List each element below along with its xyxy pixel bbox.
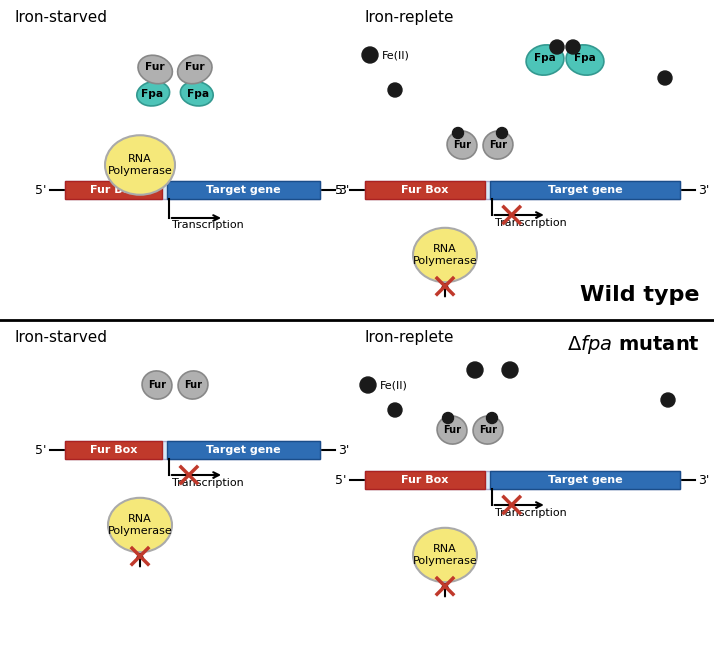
Circle shape (502, 362, 518, 378)
Text: Fur Box: Fur Box (90, 445, 137, 455)
Ellipse shape (108, 498, 172, 552)
Text: RNA
Polymerase: RNA Polymerase (108, 154, 172, 176)
Circle shape (486, 413, 498, 424)
Circle shape (360, 377, 376, 393)
Text: Fe(II): Fe(II) (380, 380, 408, 390)
Text: RNA
Polymerase: RNA Polymerase (108, 514, 172, 536)
Text: Fpa: Fpa (574, 53, 596, 63)
Circle shape (362, 47, 378, 63)
Circle shape (661, 393, 675, 407)
Text: Target gene: Target gene (548, 185, 622, 195)
Ellipse shape (437, 416, 467, 444)
Text: RNA
Polymerase: RNA Polymerase (413, 244, 478, 266)
Text: Fur: Fur (184, 380, 202, 390)
Text: Fur: Fur (148, 380, 166, 390)
Ellipse shape (178, 371, 208, 399)
FancyBboxPatch shape (65, 181, 162, 199)
Text: Iron-replete: Iron-replete (365, 330, 455, 345)
Text: Fpa: Fpa (141, 89, 164, 98)
FancyBboxPatch shape (365, 471, 485, 489)
FancyBboxPatch shape (490, 181, 680, 199)
Text: Fur Box: Fur Box (401, 185, 448, 195)
Circle shape (443, 413, 453, 424)
Circle shape (566, 40, 580, 54)
Circle shape (658, 71, 672, 85)
Text: Iron-replete: Iron-replete (365, 10, 455, 25)
Text: Target gene: Target gene (548, 475, 622, 485)
Ellipse shape (566, 45, 604, 75)
FancyBboxPatch shape (167, 181, 320, 199)
Text: RNA
Polymerase: RNA Polymerase (413, 544, 478, 565)
Ellipse shape (483, 131, 513, 159)
Text: 3': 3' (698, 474, 710, 487)
Ellipse shape (413, 228, 477, 282)
Ellipse shape (526, 45, 564, 75)
Text: Fpa: Fpa (187, 89, 209, 98)
FancyBboxPatch shape (365, 181, 680, 199)
Text: Fur: Fur (146, 62, 165, 73)
Ellipse shape (178, 55, 212, 84)
Text: 5': 5' (36, 184, 47, 197)
Circle shape (496, 127, 508, 138)
Text: Target gene: Target gene (206, 185, 281, 195)
FancyBboxPatch shape (65, 181, 320, 199)
Text: Transcription: Transcription (172, 478, 243, 488)
Ellipse shape (142, 371, 172, 399)
Circle shape (453, 127, 463, 138)
Text: Fur: Fur (479, 425, 497, 435)
Text: Fur: Fur (453, 140, 471, 150)
Text: Transcription: Transcription (495, 508, 566, 518)
Ellipse shape (413, 528, 477, 583)
Circle shape (467, 362, 483, 378)
Text: $\Delta$$\it{fpa}$ mutant: $\Delta$$\it{fpa}$ mutant (567, 333, 700, 356)
Text: Transcription: Transcription (172, 220, 243, 230)
Text: 5': 5' (336, 184, 347, 197)
Text: Fur: Fur (489, 140, 507, 150)
Text: Fe(II): Fe(II) (382, 50, 410, 60)
Ellipse shape (473, 416, 503, 444)
FancyBboxPatch shape (65, 441, 162, 459)
Text: 5': 5' (336, 474, 347, 487)
Text: Fpa: Fpa (534, 53, 556, 63)
Text: Transcription: Transcription (495, 218, 566, 228)
Ellipse shape (181, 81, 213, 106)
Circle shape (388, 403, 402, 417)
Text: Fur: Fur (443, 425, 461, 435)
Ellipse shape (137, 81, 170, 106)
FancyBboxPatch shape (490, 471, 680, 489)
Text: Fur: Fur (185, 62, 205, 73)
FancyBboxPatch shape (365, 181, 485, 199)
Text: 5': 5' (36, 443, 47, 457)
Ellipse shape (138, 55, 172, 84)
Text: 3': 3' (338, 184, 349, 197)
Text: 3': 3' (698, 184, 710, 197)
Circle shape (388, 83, 402, 97)
Ellipse shape (447, 131, 477, 159)
FancyBboxPatch shape (65, 441, 320, 459)
Text: Fur Box: Fur Box (90, 185, 137, 195)
Text: Iron-starved: Iron-starved (15, 330, 108, 345)
Text: Target gene: Target gene (206, 445, 281, 455)
Circle shape (550, 40, 564, 54)
Text: Iron-starved: Iron-starved (15, 10, 108, 25)
Text: 3': 3' (338, 443, 349, 457)
FancyBboxPatch shape (167, 441, 320, 459)
FancyBboxPatch shape (365, 471, 680, 489)
Ellipse shape (105, 135, 175, 195)
Text: Fur Box: Fur Box (401, 475, 448, 485)
Text: Wild type: Wild type (580, 285, 700, 305)
